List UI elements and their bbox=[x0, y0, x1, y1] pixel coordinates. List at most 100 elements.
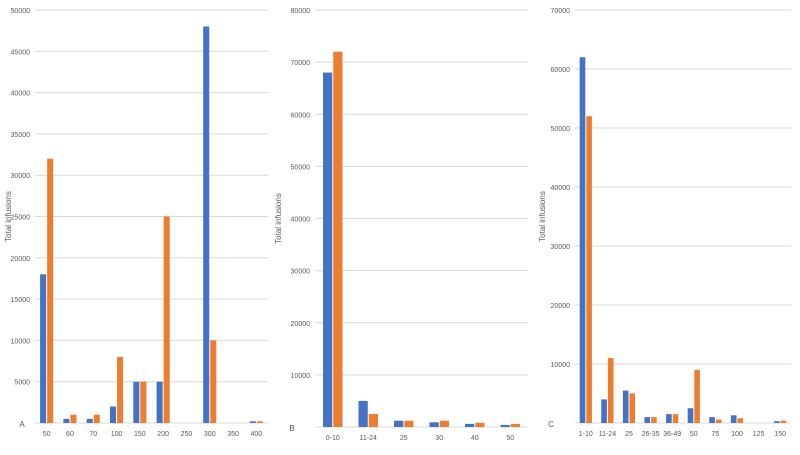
bar-series-0-50 bbox=[40, 274, 47, 423]
x-tick-label: 26-35 bbox=[642, 431, 660, 438]
x-tick-label: 400 bbox=[251, 431, 263, 438]
bar-series-0-200 bbox=[156, 381, 163, 423]
bar-series-0-36-49 bbox=[666, 414, 672, 423]
bar-series-1-1-10 bbox=[586, 116, 592, 423]
bar-series-0-100 bbox=[109, 406, 117, 423]
x-tick-label: 60 bbox=[66, 431, 74, 438]
bar-series-0-400 bbox=[249, 421, 256, 423]
x-tick-label: 36-49 bbox=[663, 431, 681, 438]
y-tick-label: 50000 bbox=[291, 164, 311, 171]
x-tick-label: 25 bbox=[400, 435, 408, 442]
bar-series-1-150 bbox=[780, 420, 787, 423]
bar-series-0-50 bbox=[687, 408, 694, 423]
x-tick-label: 40 bbox=[471, 435, 479, 442]
y-tick-label: 70000 bbox=[291, 60, 311, 67]
bar-series-1-400 bbox=[256, 421, 263, 423]
y-tick-label: 20000 bbox=[551, 303, 571, 310]
bar-series-1-0-10 bbox=[333, 51, 343, 427]
x-tick-label: 350 bbox=[227, 431, 239, 438]
bar-series-0-1-10 bbox=[579, 57, 586, 423]
y-tick-label: 10000 bbox=[551, 362, 571, 369]
x-tick-label: 50 bbox=[43, 431, 51, 438]
x-tick-label: 70 bbox=[89, 431, 97, 438]
y-axis-title: Total infusions bbox=[274, 193, 283, 244]
y-tick-label: 60000 bbox=[551, 67, 571, 74]
x-tick-label: 200 bbox=[157, 431, 169, 438]
bar-series-0-70 bbox=[86, 418, 93, 423]
x-tick-label: 150 bbox=[774, 431, 786, 438]
x-tick-label: 50 bbox=[690, 431, 698, 438]
bar-series-1-40 bbox=[475, 422, 485, 427]
bar-series-1-70 bbox=[93, 414, 100, 423]
bar-series-0-50 bbox=[500, 424, 510, 427]
y-axis-title: Total infusions bbox=[4, 191, 13, 242]
bar-series-1-26-35 bbox=[651, 417, 657, 423]
y-tick-label: 20000 bbox=[11, 256, 31, 263]
x-tick-label: 0-10 bbox=[326, 435, 340, 442]
y-axis-title: Total infusions bbox=[538, 191, 547, 242]
y-tick-label: 30000 bbox=[551, 244, 571, 251]
panel-corner-label: B bbox=[289, 424, 294, 433]
y-tick-label: 30000 bbox=[291, 269, 311, 276]
bar-series-1-50 bbox=[47, 158, 54, 423]
x-tick-label: 150 bbox=[134, 431, 146, 438]
bar-series-1-50 bbox=[694, 369, 700, 423]
y-tick-label: 30000 bbox=[11, 173, 31, 180]
bar-series-1-11-24 bbox=[607, 358, 614, 423]
bar-series-0-30 bbox=[429, 422, 439, 427]
chart-panel-2: 10000 20000 30000 40000 50000 60000 70000 Total… bbox=[538, 8, 791, 438]
x-tick-label: 100 bbox=[731, 431, 743, 438]
bar-series-0-75 bbox=[709, 417, 715, 423]
y-tick-label: 5000 bbox=[14, 380, 30, 387]
chart-panel-1: 10000 20000 30000 40000 50000 60000 70000 80000… bbox=[274, 8, 528, 442]
y-tick-label: 25000 bbox=[11, 215, 31, 222]
bar-series-1-60 bbox=[70, 414, 77, 423]
bar-series-0-0-10 bbox=[323, 72, 333, 428]
y-tick-label: 80000 bbox=[291, 8, 311, 15]
bar-series-0-40 bbox=[465, 423, 475, 427]
bar-series-0-100 bbox=[730, 415, 737, 423]
bar-series-0-11-24 bbox=[358, 400, 368, 427]
bar-series-0-60 bbox=[63, 418, 70, 423]
x-tick-label: 30 bbox=[435, 435, 443, 442]
x-tick-label: 75 bbox=[712, 431, 720, 438]
bar-series-0-25 bbox=[622, 390, 629, 423]
y-tick-label: 50000 bbox=[551, 126, 571, 133]
bar-series-0-11-24 bbox=[601, 399, 607, 423]
x-tick-label: 50 bbox=[506, 435, 514, 442]
bar-series-1-11-24 bbox=[368, 413, 378, 427]
y-tick-label: 50000 bbox=[11, 8, 31, 15]
y-tick-label: 10000 bbox=[291, 373, 311, 380]
x-tick-label: 300 bbox=[204, 431, 216, 438]
bar-series-0-26-35 bbox=[644, 417, 651, 423]
x-tick-label: 100 bbox=[111, 431, 123, 438]
y-tick-label: 60000 bbox=[291, 112, 311, 119]
y-tick-label: 70000 bbox=[551, 8, 571, 15]
bar-series-0-300 bbox=[203, 26, 210, 424]
bar-series-0-150 bbox=[774, 421, 780, 423]
bar-series-1-25 bbox=[404, 420, 414, 427]
y-tick-label: 40000 bbox=[551, 185, 571, 192]
x-tick-label: 11-24 bbox=[599, 431, 616, 438]
panel-corner-label: C bbox=[548, 420, 554, 429]
bar-series-1-25 bbox=[629, 393, 636, 423]
y-tick-label: 40000 bbox=[291, 217, 311, 224]
x-tick-label: 25 bbox=[625, 431, 633, 438]
bar-series-1-36-49 bbox=[672, 414, 679, 423]
panel-corner-label: A bbox=[19, 420, 25, 429]
bar-series-1-300 bbox=[210, 340, 217, 423]
y-tick-label: 45000 bbox=[11, 49, 31, 56]
bar-series-1-100 bbox=[117, 356, 124, 423]
x-tick-label: 250 bbox=[181, 431, 193, 438]
bar-series-0-150 bbox=[133, 381, 140, 423]
bar-series-0-25 bbox=[394, 420, 404, 427]
y-tick-label: 10000 bbox=[11, 338, 31, 345]
bar-series-1-150 bbox=[140, 381, 147, 423]
bar-series-1-75 bbox=[715, 419, 722, 423]
y-tick-label: 15000 bbox=[11, 297, 31, 304]
x-tick-label: 1-10 bbox=[579, 431, 593, 438]
bar-series-1-30 bbox=[439, 420, 449, 427]
x-tick-label: 125 bbox=[753, 431, 765, 438]
